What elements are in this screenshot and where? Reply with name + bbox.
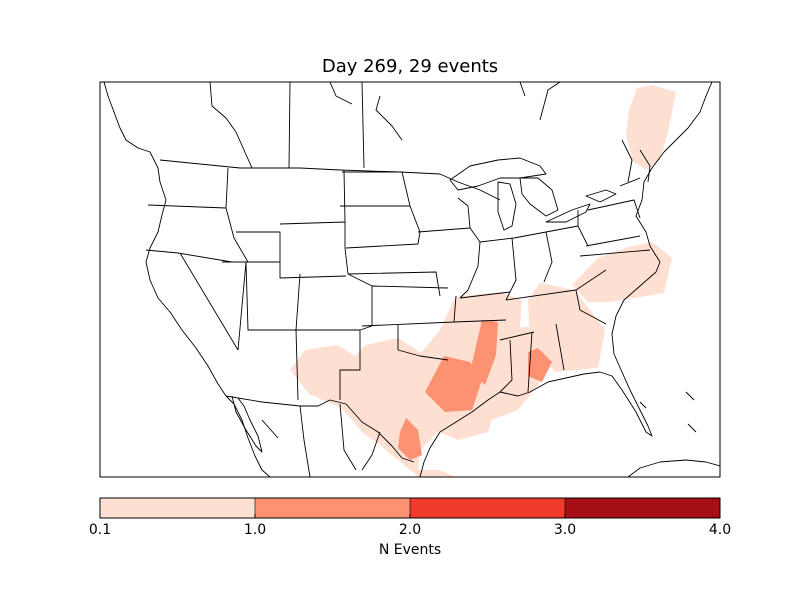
mexico-state-lines — [261, 403, 381, 477]
colorbar-tick-label: 3.0 — [554, 522, 576, 538]
density-region-southwest — [290, 345, 358, 400]
lake-michigan — [497, 181, 517, 231]
colorbar-label: N Events — [379, 542, 441, 558]
atlantic-coastline — [599, 82, 713, 437]
density-hotspot-alabama — [528, 348, 552, 382]
state-borders-west — [145, 167, 347, 401]
colorbar-bin-1 — [255, 498, 410, 518]
hudson-bay-coast — [329, 82, 403, 141]
colorbar-tick-label: 0.1 — [89, 522, 111, 538]
canada-province-lines — [209, 82, 561, 169]
lake-superior — [449, 157, 547, 191]
density-layer-mid — [398, 320, 552, 460]
density-region-northeast — [626, 85, 676, 170]
density-region-southeast-atlantic — [572, 242, 672, 302]
colorbar-tick-label: 2.0 — [399, 522, 421, 538]
colorbar-tick-label: 4.0 — [709, 522, 731, 538]
lake-erie — [545, 203, 591, 223]
colorbar-bin-0 — [100, 498, 255, 518]
map-title: Day 269, 29 events — [321, 56, 499, 77]
pacific-coastline — [103, 82, 271, 477]
lake-huron — [519, 177, 559, 217]
baja-coastline — [231, 395, 263, 453]
lake-ontario — [585, 189, 617, 203]
density-region-georgia-carolinas — [528, 283, 605, 372]
state-borders-east — [417, 139, 651, 393]
colorbar-tick-label: 1.0 — [244, 522, 266, 538]
map-frame — [99, 81, 721, 478]
colorbar-bin-2 — [410, 498, 565, 518]
density-hotspot-east-texas — [425, 356, 482, 412]
bahamas-islands — [639, 391, 697, 433]
cuba-coastline — [627, 459, 720, 477]
density-hotspot-south-texas — [398, 418, 422, 460]
density-hotspot-louisiana — [470, 320, 498, 385]
gulf-coastline — [419, 371, 601, 477]
colorbar-bin-3 — [565, 498, 720, 518]
us-mexico-border — [225, 395, 415, 463]
map-linework — [103, 82, 720, 477]
